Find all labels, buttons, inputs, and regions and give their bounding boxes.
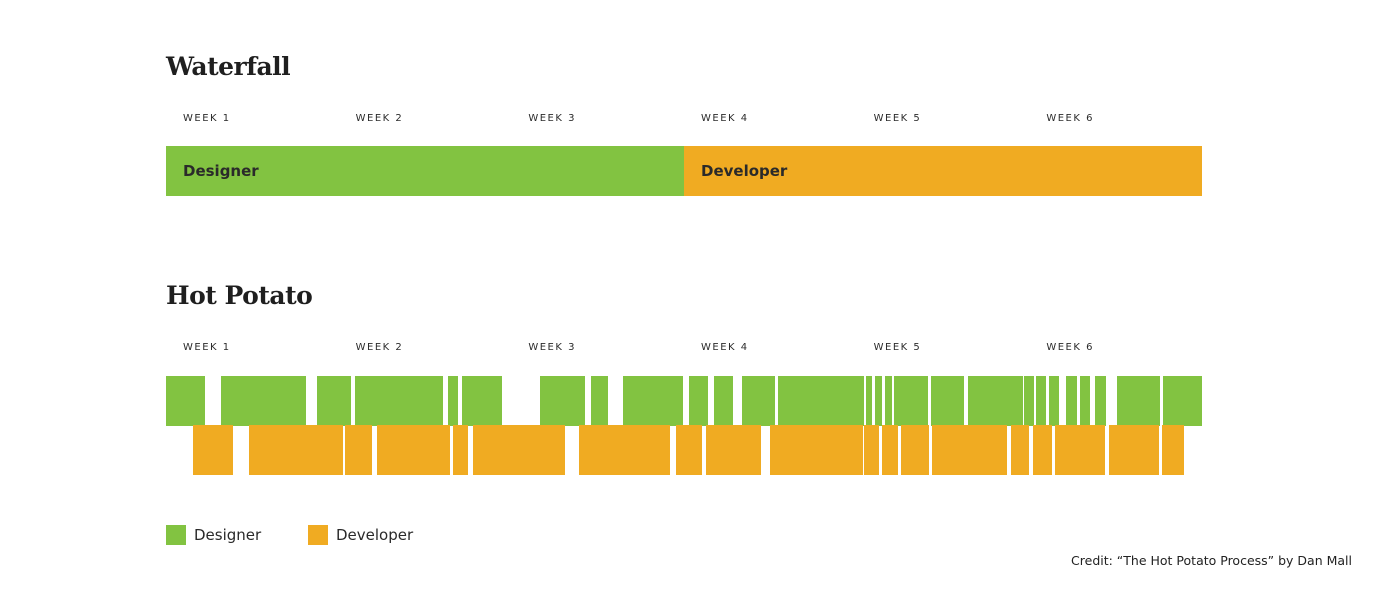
hot-potato-designer-segment <box>866 376 873 426</box>
hot-potato-developer-segment <box>1108 425 1159 475</box>
hot-potato-developer-segment <box>882 425 898 475</box>
hot-potato-designer-segment <box>778 376 865 426</box>
hot-potato-developer-segment <box>1010 425 1030 475</box>
hot-potato-designer-segment <box>166 376 206 426</box>
hot-potato-developer-segment <box>864 425 880 475</box>
hot-potato-week-labels: WEEK 1 WEEK 2 WEEK 3 WEEK 4 WEEK 5 WEEK 6 <box>166 342 1202 356</box>
hot-potato-title: Hot Potato <box>166 281 313 310</box>
hot-potato-designer-segment <box>220 376 306 426</box>
legend-label-developer: Developer <box>336 526 414 544</box>
hot-potato-designer-segment <box>1049 376 1059 426</box>
hot-potato-developer-segment <box>770 425 863 475</box>
hot-potato-designer-segment <box>742 376 775 426</box>
hot-potato-week-label-2: WEEK 2 <box>355 342 404 353</box>
hot-potato-developer-segment <box>705 425 761 475</box>
hot-potato-designer-segment <box>1024 376 1034 426</box>
hot-potato-week-label-1: WEEK 1 <box>183 342 231 353</box>
hot-potato-developer-segment <box>473 425 565 475</box>
legend-swatch-developer <box>308 525 328 545</box>
waterfall-week-label-1: WEEK 1 <box>183 113 231 124</box>
hot-potato-developer-segment <box>579 425 670 475</box>
hot-potato-designer-segment <box>461 376 502 426</box>
legend-label-designer: Designer <box>194 526 262 544</box>
waterfall-week-labels: WEEK 1 WEEK 2 WEEK 3 WEEK 4 WEEK 5 WEEK 6 <box>166 113 1202 127</box>
waterfall-week-label-3: WEEK 3 <box>528 113 576 124</box>
waterfall-developer-bar: Developer <box>684 146 1202 196</box>
waterfall-week-label-2: WEEK 2 <box>355 113 404 124</box>
hot-potato-designer-segment <box>967 376 1023 426</box>
hot-potato-week-label-5: WEEK 5 <box>873 342 922 353</box>
hot-potato-designer-lane <box>166 376 1202 426</box>
hot-potato-designer-segment <box>355 376 444 426</box>
waterfall-designer-label: Designer <box>183 162 259 180</box>
hot-potato-developer-lane <box>166 425 1202 475</box>
hot-potato-designer-segment <box>622 376 684 426</box>
hot-potato-designer-segment <box>590 376 609 426</box>
hot-potato-designer-segment <box>713 376 734 426</box>
hot-potato-developer-segment <box>676 425 702 475</box>
hot-potato-developer-segment <box>248 425 343 475</box>
legend-item-developer: Developer <box>308 525 413 545</box>
hot-potato-designer-segment <box>316 376 352 426</box>
hot-potato-developer-segment <box>901 425 929 475</box>
legend-item-designer: Designer <box>166 525 261 545</box>
hot-potato-week-label-3: WEEK 3 <box>528 342 576 353</box>
legend-swatch-designer <box>166 525 186 545</box>
hot-potato-designer-segment <box>894 376 928 426</box>
hot-potato-designer-segment <box>875 376 882 426</box>
hot-potato-designer-segment <box>447 376 459 426</box>
waterfall-week-label-4: WEEK 4 <box>701 113 749 124</box>
hot-potato-designer-segment <box>884 376 892 426</box>
hot-potato-developer-segment <box>1032 425 1052 475</box>
waterfall-designer-bar: Designer <box>166 146 684 196</box>
hot-potato-designer-segment <box>689 376 709 426</box>
hot-potato-week-label-6: WEEK 6 <box>1046 342 1094 353</box>
waterfall-week-label-5: WEEK 5 <box>873 113 922 124</box>
hot-potato-designer-segment <box>539 376 586 426</box>
hot-potato-designer-segment <box>930 376 965 426</box>
hot-potato-developer-segment <box>932 425 1008 475</box>
hot-potato-developer-segment <box>192 425 233 475</box>
waterfall-week-label-6: WEEK 6 <box>1046 113 1094 124</box>
hot-potato-designer-segment <box>1066 376 1077 426</box>
hot-potato-developer-segment <box>344 425 372 475</box>
hot-potato-week-label-4: WEEK 4 <box>701 342 749 353</box>
waterfall-developer-label: Developer <box>701 162 788 180</box>
hot-potato-designer-segment <box>1095 376 1106 426</box>
hot-potato-developer-segment <box>1162 425 1185 475</box>
hot-potato-designer-segment <box>1162 376 1202 426</box>
hot-potato-designer-segment <box>1116 376 1160 426</box>
hot-potato-developer-segment <box>1055 425 1105 475</box>
hot-potato-designer-segment <box>1080 376 1091 426</box>
waterfall-title: Waterfall <box>166 52 291 81</box>
credit-text: Credit: “The Hot Potato Process” by Dan … <box>1071 553 1352 568</box>
hot-potato-developer-segment <box>376 425 450 475</box>
hot-potato-designer-segment <box>1036 376 1046 426</box>
hot-potato-developer-segment <box>453 425 468 475</box>
